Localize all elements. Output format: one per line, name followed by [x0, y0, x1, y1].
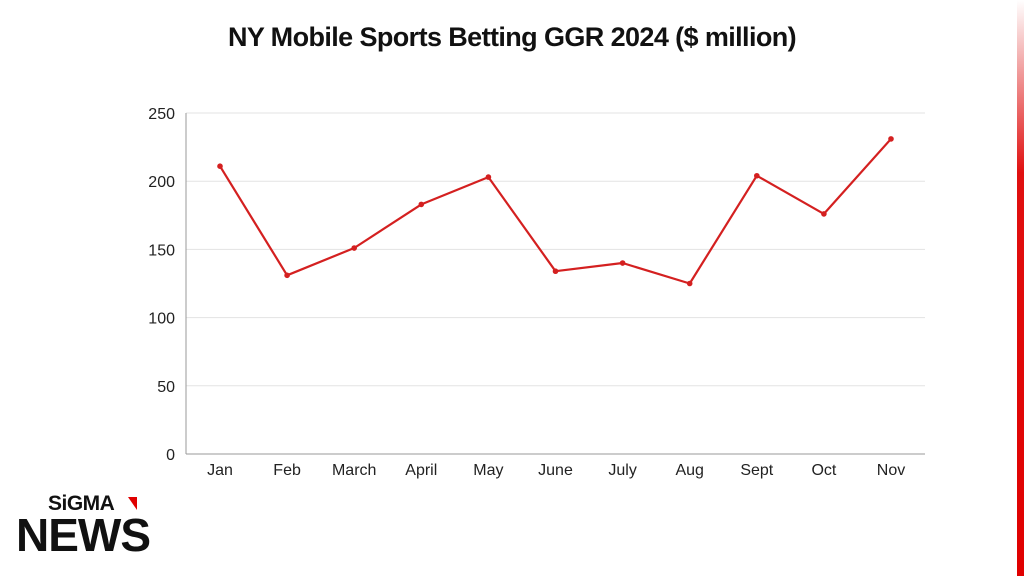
data-point	[552, 268, 559, 275]
y-tick-label: 250	[148, 106, 175, 123]
series-layer	[217, 136, 894, 287]
x-tick-label: Sept	[740, 462, 773, 479]
gridlines	[186, 112, 925, 455]
x-tick-label: Feb	[273, 462, 301, 479]
y-tick-label: 200	[148, 174, 175, 191]
red-edge-bar	[1017, 0, 1024, 576]
chart-title: NY Mobile Sports Betting GGR 2024 ($ mil…	[227, 22, 797, 52]
data-point	[754, 172, 760, 179]
x-axis: Jan Feb March April May June July Aug Sept Oct Nov	[207, 462, 905, 479]
y-tick-label: 100	[148, 311, 175, 328]
data-point	[619, 260, 626, 266]
y-tick-label: 0	[166, 447, 175, 464]
x-tick-label: Jan	[207, 462, 233, 479]
data-point	[485, 174, 492, 180]
x-tick-label: Oct	[811, 462, 836, 479]
x-tick-label: Aug	[675, 462, 703, 479]
y-tick-label: 150	[148, 242, 175, 259]
x-tick-label: March	[332, 462, 376, 479]
y-axis: 0 50 100 150 200 250	[148, 106, 187, 464]
logo-news-text: NEWS	[16, 509, 151, 561]
data-point	[686, 280, 693, 287]
x-tick-label: July	[608, 462, 636, 479]
data-point	[821, 211, 827, 217]
data-point	[284, 272, 290, 279]
data-point	[418, 201, 425, 208]
x-tick-label: Nov	[877, 462, 905, 479]
series-line	[219, 138, 892, 285]
sigma-news-logo: SiGMA NEWS	[16, 492, 186, 564]
data-point	[217, 163, 223, 169]
data-point	[351, 245, 358, 251]
x-tick-label: May	[473, 462, 503, 479]
x-tick-label: April	[405, 462, 437, 479]
x-tick-label: June	[538, 462, 573, 479]
data-point	[888, 136, 894, 142]
logo-flag-icon	[128, 497, 137, 510]
logo-sigma-text: SiGMA	[48, 492, 115, 515]
y-tick-label: 50	[157, 379, 175, 396]
